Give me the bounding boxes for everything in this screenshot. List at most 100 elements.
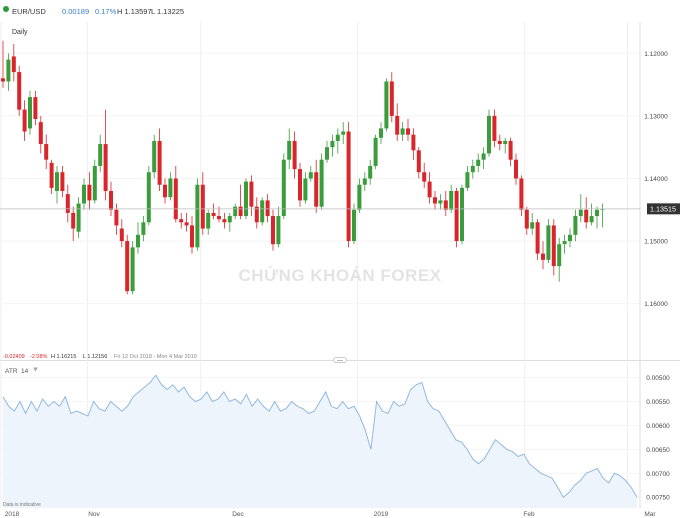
candle bbox=[503, 137, 508, 154]
candle bbox=[179, 212, 184, 229]
candle bbox=[190, 216, 194, 254]
candle bbox=[595, 206, 599, 229]
candle bbox=[71, 206, 76, 242]
candle bbox=[98, 134, 103, 173]
candle bbox=[157, 128, 162, 191]
candle bbox=[492, 109, 497, 148]
panel-resize-grip bbox=[337, 360, 343, 361]
candle-body bbox=[595, 209, 599, 217]
candle-body bbox=[114, 209, 119, 226]
candle bbox=[281, 153, 286, 220]
candle bbox=[200, 172, 205, 235]
price-tick-label: 1.13000 bbox=[644, 113, 668, 120]
candle bbox=[514, 153, 518, 185]
atr-settings-icon-glyph bbox=[33, 367, 38, 372]
candle bbox=[168, 172, 173, 201]
candle-body bbox=[325, 147, 329, 160]
candle-body bbox=[103, 144, 108, 191]
time-tick-label: 2019 bbox=[374, 511, 389, 518]
atr-chart[interactable]: ATR 14 0.00750 0.00700 0.00650 0.00600 0.005… bbox=[0, 360, 680, 508]
candle-body bbox=[249, 181, 254, 207]
candle-body bbox=[476, 159, 481, 166]
candle-body bbox=[541, 253, 545, 260]
price-chart[interactable]: Daily CHỨNG KHOÁN FOREX 1.13515 1.160001… bbox=[0, 22, 680, 360]
candle bbox=[519, 175, 524, 217]
candle-body bbox=[55, 172, 59, 191]
candle-body bbox=[292, 140, 297, 170]
candle bbox=[141, 216, 146, 242]
atr-settings-icon[interactable] bbox=[33, 367, 38, 372]
candle-body bbox=[562, 241, 567, 245]
candle-body bbox=[298, 169, 302, 201]
candle-body bbox=[287, 140, 292, 160]
candle bbox=[119, 219, 124, 248]
candle bbox=[443, 191, 448, 217]
candle bbox=[433, 191, 437, 210]
candle bbox=[341, 122, 346, 145]
candle-body bbox=[173, 178, 178, 220]
candle-body bbox=[362, 178, 367, 185]
candle bbox=[276, 206, 281, 248]
candle bbox=[325, 140, 329, 163]
candle-body bbox=[38, 122, 43, 145]
candle bbox=[330, 134, 335, 157]
candle bbox=[308, 165, 313, 182]
candle bbox=[28, 90, 32, 135]
candle-body bbox=[244, 181, 248, 217]
candle-body bbox=[206, 212, 211, 229]
candle-body bbox=[438, 200, 443, 204]
atr-tick-label: 0.00700 bbox=[646, 471, 670, 478]
candle bbox=[195, 178, 200, 251]
candle bbox=[146, 165, 151, 226]
candle-body bbox=[352, 209, 356, 242]
candle bbox=[389, 72, 394, 123]
symbol-label[interactable]: EUR/USD bbox=[12, 7, 46, 16]
candle-body bbox=[487, 115, 491, 154]
time-tick-label: Dec bbox=[232, 511, 244, 518]
last-price-label: 1.13515 bbox=[650, 204, 676, 213]
candle bbox=[508, 137, 513, 166]
candle-body bbox=[119, 228, 124, 242]
atr-label[interactable]: ATR bbox=[5, 368, 18, 375]
candle bbox=[17, 65, 22, 116]
candle-body bbox=[271, 216, 275, 245]
candle-body bbox=[584, 209, 589, 223]
candle bbox=[422, 162, 427, 188]
candle-body bbox=[195, 184, 200, 248]
candle bbox=[454, 187, 459, 248]
candle-body bbox=[163, 184, 167, 198]
timeframe-label[interactable]: Daily bbox=[12, 29, 28, 36]
candle-body bbox=[443, 200, 448, 210]
candle-body bbox=[281, 159, 286, 217]
candle-body bbox=[406, 128, 410, 135]
candle-body bbox=[136, 234, 140, 248]
candle-body bbox=[492, 115, 497, 141]
candle-body bbox=[260, 200, 265, 223]
candle bbox=[1, 40, 5, 88]
candle bbox=[546, 219, 551, 263]
candle-body bbox=[535, 222, 540, 254]
high-value: H 1.13597 bbox=[117, 7, 152, 16]
candle bbox=[568, 228, 572, 248]
candle bbox=[573, 209, 578, 242]
candle bbox=[346, 122, 351, 248]
instrument-header: EUR/USD 0.00189 0.17% H 1.13597 L 1.1322… bbox=[0, 0, 680, 22]
candle bbox=[211, 203, 216, 220]
candle-body bbox=[222, 219, 227, 223]
candle-body bbox=[11, 56, 16, 73]
candle-body bbox=[168, 178, 173, 198]
candle-body bbox=[190, 225, 194, 248]
candle-body bbox=[524, 209, 529, 229]
candle-body bbox=[211, 212, 216, 217]
candle bbox=[535, 219, 540, 260]
candle-body bbox=[400, 128, 405, 135]
candle-body bbox=[346, 131, 351, 242]
candle bbox=[578, 194, 583, 223]
candle bbox=[541, 241, 545, 270]
candle-body bbox=[60, 172, 65, 191]
candle bbox=[416, 147, 421, 179]
panel-resize-handle[interactable] bbox=[333, 357, 347, 363]
candle-body bbox=[335, 134, 340, 141]
candle bbox=[589, 203, 594, 226]
candle bbox=[362, 172, 367, 191]
